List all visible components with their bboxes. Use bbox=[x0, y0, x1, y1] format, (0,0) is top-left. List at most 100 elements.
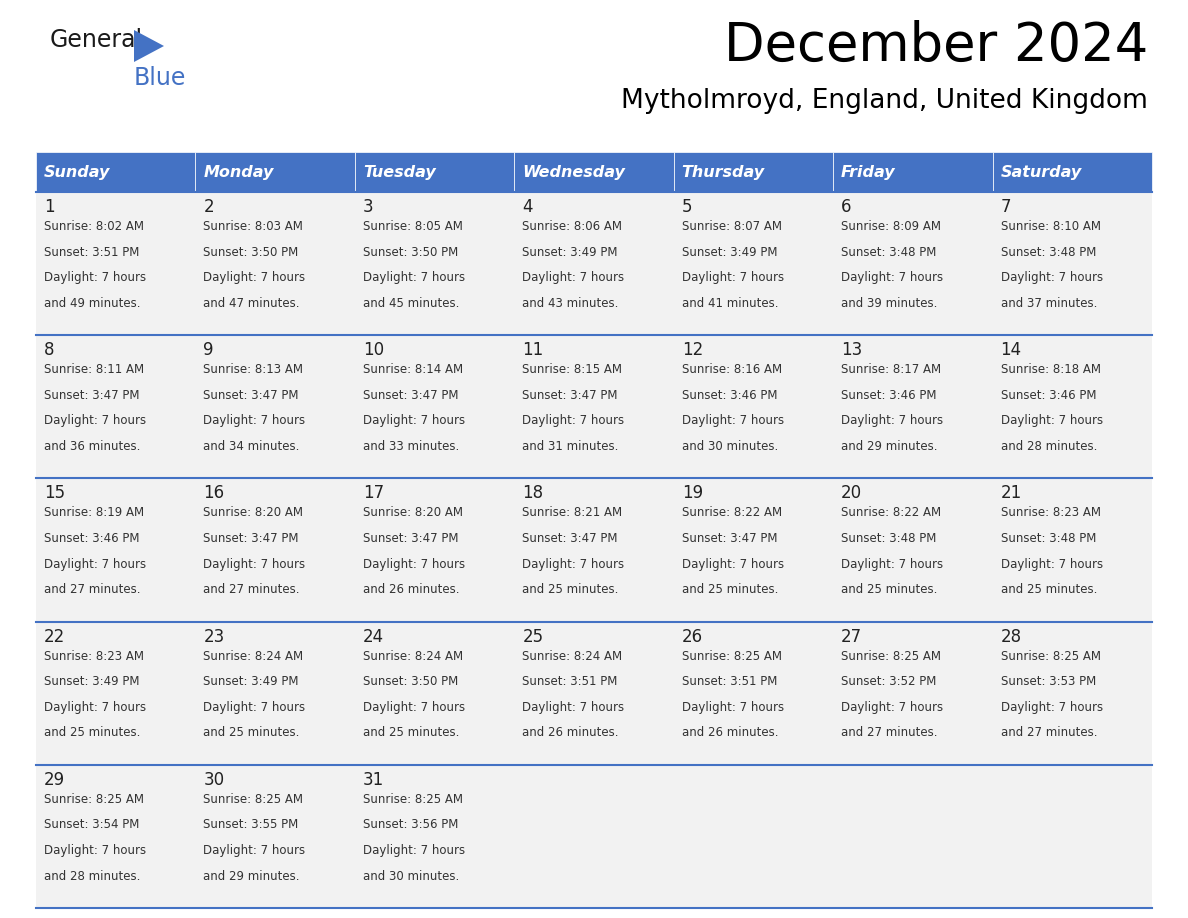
Text: 27: 27 bbox=[841, 628, 862, 645]
FancyBboxPatch shape bbox=[514, 152, 674, 192]
Text: 12: 12 bbox=[682, 341, 703, 359]
Text: Tuesday: Tuesday bbox=[362, 164, 436, 180]
FancyBboxPatch shape bbox=[833, 152, 992, 192]
Text: Wednesday: Wednesday bbox=[523, 164, 625, 180]
Text: Sunrise: 8:16 AM: Sunrise: 8:16 AM bbox=[682, 364, 782, 376]
Text: 1: 1 bbox=[44, 198, 55, 216]
Text: and 25 minutes.: and 25 minutes. bbox=[682, 583, 778, 596]
Text: Sunset: 3:51 PM: Sunset: 3:51 PM bbox=[523, 676, 618, 688]
Text: Sunset: 3:51 PM: Sunset: 3:51 PM bbox=[44, 246, 139, 259]
Text: 11: 11 bbox=[523, 341, 544, 359]
Text: and 29 minutes.: and 29 minutes. bbox=[841, 440, 937, 453]
Text: 13: 13 bbox=[841, 341, 862, 359]
Text: and 25 minutes.: and 25 minutes. bbox=[1000, 583, 1097, 596]
Text: Daylight: 7 hours: Daylight: 7 hours bbox=[362, 557, 465, 571]
Text: 16: 16 bbox=[203, 485, 225, 502]
Text: Sunset: 3:46 PM: Sunset: 3:46 PM bbox=[44, 532, 139, 545]
Text: Daylight: 7 hours: Daylight: 7 hours bbox=[682, 271, 784, 285]
Text: Friday: Friday bbox=[841, 164, 896, 180]
Text: and 30 minutes.: and 30 minutes. bbox=[362, 869, 459, 882]
Polygon shape bbox=[134, 30, 164, 62]
Text: Sunrise: 8:25 AM: Sunrise: 8:25 AM bbox=[44, 793, 144, 806]
Text: Daylight: 7 hours: Daylight: 7 hours bbox=[682, 414, 784, 428]
Text: Daylight: 7 hours: Daylight: 7 hours bbox=[1000, 271, 1102, 285]
Text: Sunrise: 8:25 AM: Sunrise: 8:25 AM bbox=[362, 793, 463, 806]
Text: 22: 22 bbox=[44, 628, 65, 645]
Text: Sunrise: 8:07 AM: Sunrise: 8:07 AM bbox=[682, 220, 782, 233]
FancyBboxPatch shape bbox=[355, 152, 514, 192]
Text: and 26 minutes.: and 26 minutes. bbox=[362, 583, 460, 596]
Text: Sunrise: 8:22 AM: Sunrise: 8:22 AM bbox=[682, 507, 782, 520]
Text: Sunset: 3:47 PM: Sunset: 3:47 PM bbox=[203, 389, 299, 402]
Text: Daylight: 7 hours: Daylight: 7 hours bbox=[203, 700, 305, 714]
Text: Daylight: 7 hours: Daylight: 7 hours bbox=[44, 414, 146, 428]
Text: Sunrise: 8:25 AM: Sunrise: 8:25 AM bbox=[682, 650, 782, 663]
Text: and 37 minutes.: and 37 minutes. bbox=[1000, 297, 1097, 309]
Text: 29: 29 bbox=[44, 771, 65, 789]
Text: and 47 minutes.: and 47 minutes. bbox=[203, 297, 299, 309]
Text: and 34 minutes.: and 34 minutes. bbox=[203, 440, 299, 453]
Text: and 27 minutes.: and 27 minutes. bbox=[203, 583, 299, 596]
Text: Daylight: 7 hours: Daylight: 7 hours bbox=[362, 271, 465, 285]
Text: Sunrise: 8:25 AM: Sunrise: 8:25 AM bbox=[1000, 650, 1100, 663]
Text: Sunset: 3:49 PM: Sunset: 3:49 PM bbox=[682, 246, 777, 259]
Text: Sunrise: 8:24 AM: Sunrise: 8:24 AM bbox=[203, 650, 304, 663]
Text: and 27 minutes.: and 27 minutes. bbox=[1000, 726, 1097, 739]
Text: and 26 minutes.: and 26 minutes. bbox=[523, 726, 619, 739]
Text: Sunset: 3:48 PM: Sunset: 3:48 PM bbox=[841, 532, 936, 545]
Text: and 27 minutes.: and 27 minutes. bbox=[44, 583, 140, 596]
Text: Sunset: 3:47 PM: Sunset: 3:47 PM bbox=[203, 532, 299, 545]
Text: Sunset: 3:54 PM: Sunset: 3:54 PM bbox=[44, 819, 139, 832]
Text: Sunset: 3:48 PM: Sunset: 3:48 PM bbox=[1000, 532, 1097, 545]
Text: and 25 minutes.: and 25 minutes. bbox=[841, 583, 937, 596]
Text: Daylight: 7 hours: Daylight: 7 hours bbox=[523, 271, 625, 285]
Text: Daylight: 7 hours: Daylight: 7 hours bbox=[203, 557, 305, 571]
Text: Sunrise: 8:03 AM: Sunrise: 8:03 AM bbox=[203, 220, 303, 233]
Text: 6: 6 bbox=[841, 198, 852, 216]
Text: Sunset: 3:47 PM: Sunset: 3:47 PM bbox=[523, 389, 618, 402]
Text: Daylight: 7 hours: Daylight: 7 hours bbox=[682, 700, 784, 714]
Text: Sunset: 3:49 PM: Sunset: 3:49 PM bbox=[44, 676, 139, 688]
Text: Sunrise: 8:25 AM: Sunrise: 8:25 AM bbox=[841, 650, 941, 663]
Text: and 30 minutes.: and 30 minutes. bbox=[682, 440, 778, 453]
Text: 2: 2 bbox=[203, 198, 214, 216]
Text: and 28 minutes.: and 28 minutes. bbox=[1000, 440, 1097, 453]
Text: Sunday: Sunday bbox=[44, 164, 110, 180]
Text: 4: 4 bbox=[523, 198, 532, 216]
Text: and 25 minutes.: and 25 minutes. bbox=[203, 726, 299, 739]
Text: Sunrise: 8:19 AM: Sunrise: 8:19 AM bbox=[44, 507, 144, 520]
Text: Sunset: 3:47 PM: Sunset: 3:47 PM bbox=[682, 532, 777, 545]
FancyBboxPatch shape bbox=[36, 335, 1152, 478]
Text: Daylight: 7 hours: Daylight: 7 hours bbox=[44, 557, 146, 571]
Text: 15: 15 bbox=[44, 485, 65, 502]
Text: and 31 minutes.: and 31 minutes. bbox=[523, 440, 619, 453]
Text: and 25 minutes.: and 25 minutes. bbox=[362, 726, 460, 739]
Text: 8: 8 bbox=[44, 341, 55, 359]
FancyBboxPatch shape bbox=[36, 152, 196, 192]
Text: 19: 19 bbox=[682, 485, 703, 502]
Text: 7: 7 bbox=[1000, 198, 1011, 216]
Text: Sunset: 3:46 PM: Sunset: 3:46 PM bbox=[1000, 389, 1097, 402]
Text: Daylight: 7 hours: Daylight: 7 hours bbox=[44, 271, 146, 285]
Text: Sunset: 3:56 PM: Sunset: 3:56 PM bbox=[362, 819, 459, 832]
Text: Daylight: 7 hours: Daylight: 7 hours bbox=[44, 844, 146, 857]
Text: Daylight: 7 hours: Daylight: 7 hours bbox=[523, 414, 625, 428]
Text: Daylight: 7 hours: Daylight: 7 hours bbox=[841, 271, 943, 285]
Text: Sunset: 3:48 PM: Sunset: 3:48 PM bbox=[841, 246, 936, 259]
Text: 3: 3 bbox=[362, 198, 373, 216]
Text: Daylight: 7 hours: Daylight: 7 hours bbox=[362, 844, 465, 857]
Text: and 26 minutes.: and 26 minutes. bbox=[682, 726, 778, 739]
Text: Sunrise: 8:23 AM: Sunrise: 8:23 AM bbox=[1000, 507, 1100, 520]
Text: Sunset: 3:50 PM: Sunset: 3:50 PM bbox=[362, 676, 459, 688]
Text: 28: 28 bbox=[1000, 628, 1022, 645]
Text: Sunset: 3:49 PM: Sunset: 3:49 PM bbox=[523, 246, 618, 259]
Text: Sunrise: 8:02 AM: Sunrise: 8:02 AM bbox=[44, 220, 144, 233]
Text: 10: 10 bbox=[362, 341, 384, 359]
Text: and 29 minutes.: and 29 minutes. bbox=[203, 869, 299, 882]
Text: and 39 minutes.: and 39 minutes. bbox=[841, 297, 937, 309]
Text: Sunrise: 8:15 AM: Sunrise: 8:15 AM bbox=[523, 364, 623, 376]
Text: Sunset: 3:47 PM: Sunset: 3:47 PM bbox=[362, 389, 459, 402]
Text: Daylight: 7 hours: Daylight: 7 hours bbox=[841, 414, 943, 428]
Text: Sunrise: 8:20 AM: Sunrise: 8:20 AM bbox=[203, 507, 303, 520]
Text: Sunrise: 8:23 AM: Sunrise: 8:23 AM bbox=[44, 650, 144, 663]
